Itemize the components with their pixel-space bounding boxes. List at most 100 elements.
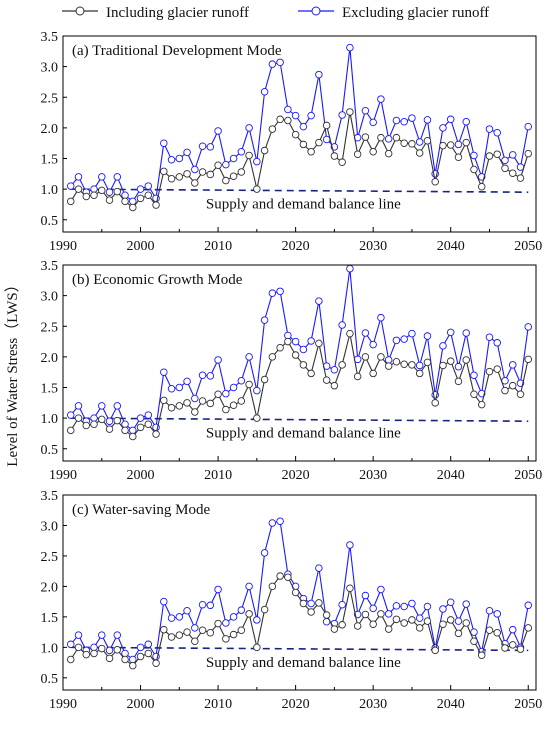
including-point — [183, 628, 191, 636]
excluding-point — [175, 383, 184, 392]
including-point — [222, 176, 230, 185]
excluding-point — [67, 640, 75, 649]
y-tick-label: 2.5 — [41, 320, 59, 335]
including-point — [222, 635, 230, 643]
excluding-point — [237, 606, 246, 614]
x-tick-label: 1990 — [49, 697, 77, 712]
including-point — [439, 620, 447, 628]
excluding-point — [307, 111, 315, 120]
including-point — [152, 659, 160, 667]
excluding-point — [129, 426, 137, 435]
including-point — [501, 386, 509, 395]
excluding-point — [105, 417, 114, 425]
including-point — [229, 401, 238, 410]
including-point — [415, 149, 424, 157]
including-point — [493, 628, 501, 637]
including-point — [144, 420, 153, 429]
including-point — [462, 619, 470, 627]
balance-line-label: Supply and demand balance line — [206, 197, 401, 213]
excluding-point — [454, 140, 463, 149]
legend-excluding-marker — [311, 6, 321, 16]
y-tick-label: 1.0 — [41, 183, 59, 198]
plot-frame — [62, 264, 537, 462]
excluding-point — [121, 420, 129, 429]
including-point — [415, 624, 424, 632]
including-point — [198, 626, 207, 635]
including-point — [408, 361, 416, 369]
excluding-point — [485, 125, 494, 133]
excluding-point — [524, 601, 532, 610]
including-point — [237, 397, 246, 405]
excluding-point — [493, 610, 501, 618]
excluding-point — [206, 372, 215, 380]
including-point — [361, 610, 370, 619]
x-tick-label: 2040 — [437, 468, 465, 483]
including-point — [229, 630, 238, 639]
x-tick-label: 1990 — [49, 239, 77, 254]
including-point — [439, 361, 447, 370]
including-point — [485, 152, 494, 160]
excluding-point — [113, 402, 122, 410]
excluding-point — [90, 414, 98, 422]
excluding-point — [291, 111, 300, 120]
excluding-point — [183, 607, 191, 615]
excluding-point — [191, 624, 199, 632]
including-point — [175, 631, 184, 639]
excluding-point — [167, 614, 176, 622]
including-point — [315, 339, 323, 348]
excluding-point — [214, 127, 222, 135]
excluding-point — [245, 353, 253, 361]
excluding-point — [439, 605, 447, 613]
excluding-point — [245, 582, 253, 591]
excluding-point — [377, 95, 385, 103]
including-point — [136, 652, 145, 661]
excluding-point — [470, 371, 478, 380]
x-tick-label: 2000 — [127, 697, 155, 712]
including-point — [299, 599, 308, 608]
panel-title: (a) Traditional Development Mode — [72, 43, 282, 59]
including-point — [229, 172, 238, 181]
x-tick-label: 2050 — [514, 468, 542, 483]
excluding-point — [175, 613, 184, 621]
including-point — [392, 615, 401, 624]
x-tick-label: 2030 — [359, 239, 387, 254]
including-point — [400, 360, 408, 368]
including-point — [291, 130, 300, 139]
including-point — [384, 625, 393, 633]
including-point — [346, 108, 354, 116]
including-point — [508, 381, 517, 390]
including-point — [160, 396, 168, 405]
excluding-point — [136, 185, 145, 193]
excluding-point — [369, 118, 377, 127]
legend-including-label: Including glacier runoff — [106, 5, 249, 21]
including-point — [307, 369, 315, 378]
excluding-point — [229, 154, 238, 163]
excluding-point — [423, 602, 432, 611]
including-point — [276, 343, 284, 352]
legend: Including glacier runoff Excluding glaci… — [62, 5, 489, 21]
excluding-point — [276, 517, 284, 525]
excluding-point — [191, 165, 199, 174]
including-point — [82, 192, 91, 201]
including-point — [524, 355, 532, 364]
excluding-point — [384, 135, 393, 143]
including-point — [423, 617, 432, 625]
including-point — [454, 629, 463, 638]
including-point — [175, 173, 184, 181]
including-point — [508, 641, 517, 649]
excluding-point — [415, 361, 424, 370]
including-point — [183, 399, 191, 407]
y-tick-label: 0.5 — [41, 443, 59, 458]
including-point — [330, 381, 339, 390]
excluding-point — [229, 383, 238, 392]
including-point — [307, 148, 315, 156]
excluding-series-line — [70, 520, 529, 661]
including-point — [361, 133, 370, 141]
including-point — [470, 165, 478, 174]
excluding-point — [268, 60, 277, 68]
x-tick-label: 2010 — [204, 239, 232, 254]
excluding-point — [183, 148, 191, 157]
excluding-point — [423, 116, 432, 124]
including-point — [284, 116, 292, 125]
including-point — [160, 625, 168, 634]
